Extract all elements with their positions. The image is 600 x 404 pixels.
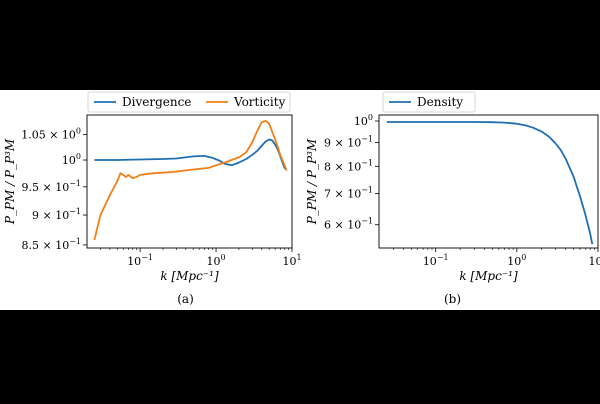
x-axis-label: k [Mpc⁻¹] (160, 269, 219, 283)
x-tick-label: 100 (507, 253, 526, 268)
legend-box (87, 91, 291, 113)
panel-a: 10−1 100 101 8.5 × 10−1 9 × 10−1 9.5 × 10−1 10… (3, 91, 302, 306)
legend-label: Density (417, 95, 463, 109)
y-tick-label: 1.05 × 100 (21, 127, 81, 142)
legend-label: Divergence (122, 95, 191, 109)
panel-b: 10−1 100 101 6 × 10−1 7 × 10−1 8 × 10−1 9 × 10… (305, 91, 600, 306)
plot-frame (378, 114, 599, 249)
y-tick-label: 8.5 × 10−1 (22, 237, 82, 252)
y-axis-label: P_PM / P_P³M (3, 138, 17, 225)
y-tick-label: 9 × 10−1 (324, 134, 373, 149)
y-tick-label: 9 × 10−1 (32, 207, 81, 222)
figure-background (0, 90, 600, 310)
legend: Density (382, 91, 476, 113)
y-tick-label: 6 × 10−1 (324, 217, 373, 232)
legend: Divergence Vorticity (87, 91, 291, 113)
x-tick-label: 10−1 (423, 253, 449, 268)
y-tick-label: 100 (62, 152, 81, 167)
y-axis-label: P_PM / P_P³M (305, 138, 319, 225)
series-line-density (386, 121, 594, 245)
x-tick-label: 101 (282, 253, 301, 268)
x-tick-label: 100 (206, 253, 225, 268)
x-axis-label: k [Mpc⁻¹] (459, 269, 518, 283)
y-tick-label: 100 (354, 113, 373, 128)
panel-caption: (b) (444, 292, 461, 306)
legend-box (382, 91, 476, 113)
x-tick-label: 101 (588, 253, 600, 268)
series-line-vorticity (93, 119, 288, 241)
y-tick-label: 7 × 10−1 (324, 185, 373, 200)
y-tick-label: 8 × 10−1 (324, 158, 373, 173)
panel-caption: (a) (177, 292, 194, 306)
legend-label: Vorticity (233, 95, 286, 109)
plot-frame (86, 114, 293, 249)
x-tick-label: 10−1 (127, 253, 153, 268)
y-tick-label: 9.5 × 10−1 (22, 179, 82, 194)
